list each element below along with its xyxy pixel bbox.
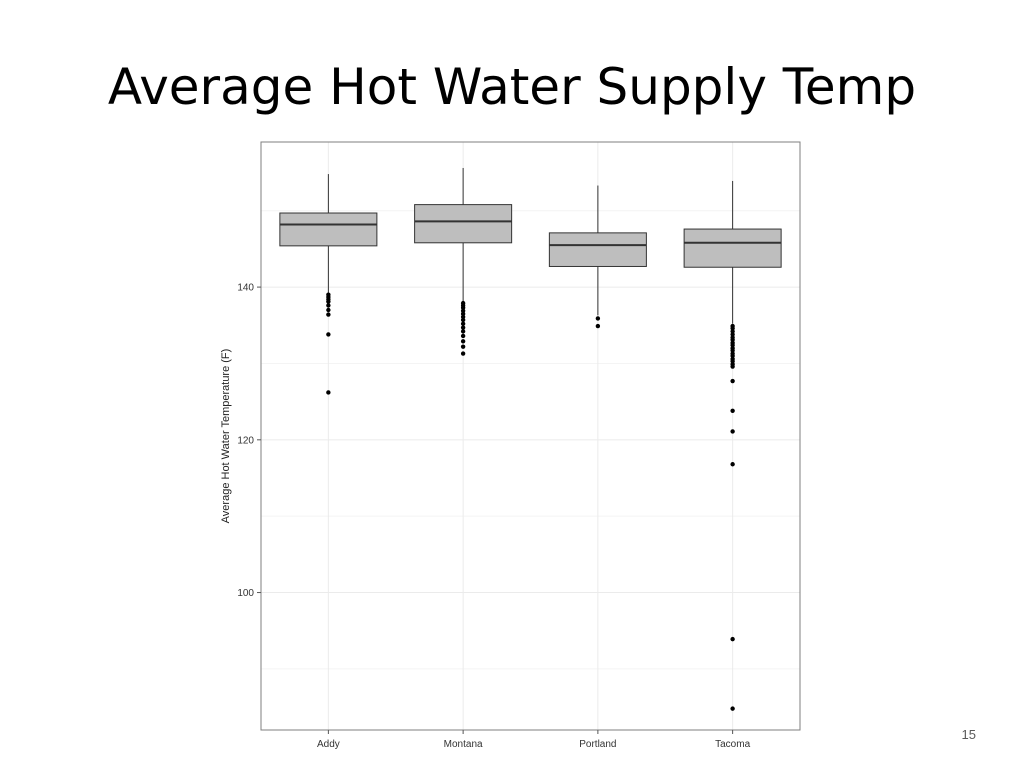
outlier-point (460, 311, 466, 317)
y-axis: 100 120 140 (237, 283, 261, 599)
box-series (279, 167, 782, 711)
outlier-point (460, 305, 466, 310)
x-axis: Addy Montana Portland Tacoma (317, 730, 751, 750)
outlier-point (460, 321, 466, 326)
y-tick-label: 100 (237, 588, 254, 599)
outlier-point (730, 342, 735, 348)
box-iqr (683, 228, 782, 268)
box-iqr (279, 212, 378, 247)
outlier-point (730, 332, 735, 337)
outlier-point (730, 348, 735, 353)
slide-number: 15 (961, 727, 976, 742)
y-tick-label: 140 (237, 283, 254, 294)
outlier-point (460, 339, 466, 344)
outlier-point (326, 390, 331, 395)
x-tick-label: Portland (579, 739, 616, 750)
outlier-point (730, 358, 735, 364)
outlier-point (460, 351, 466, 356)
outlier-point (730, 378, 735, 384)
outlier-point (460, 329, 466, 334)
outlier-point (730, 337, 735, 342)
outlier-point (730, 636, 735, 642)
box-addy (279, 174, 378, 395)
outlier-point (595, 316, 601, 321)
outlier-point (595, 323, 601, 329)
x-tick-label: Tacoma (715, 739, 750, 750)
y-tick-label: 120 (237, 435, 254, 446)
outlier-point (730, 364, 735, 369)
outlier-point (326, 303, 331, 308)
box-iqr (548, 232, 647, 267)
x-tick-label: Addy (317, 739, 340, 750)
y-axis-title: Average Hot Water Temperature (F) (220, 349, 232, 524)
outlier-point (730, 408, 735, 413)
box-tacoma (683, 180, 782, 711)
box-iqr (414, 204, 513, 244)
box-portland (548, 185, 647, 329)
outlier-point (460, 325, 466, 330)
outlier-point (460, 333, 466, 339)
outlier-point (460, 344, 466, 349)
x-tick-label: Montana (444, 739, 483, 750)
outlier-point (326, 307, 331, 313)
outlier-point (730, 329, 735, 334)
outlier-point (326, 332, 331, 337)
outlier-point (326, 312, 331, 317)
outlier-point (730, 706, 735, 711)
box-montana (414, 167, 513, 356)
plot-border (260, 141, 801, 731)
outlier-point (460, 317, 466, 323)
outlier-point (460, 314, 466, 320)
outlier-point (460, 308, 466, 313)
outlier-point (730, 462, 735, 467)
outlier-point (730, 326, 735, 331)
outlier-point (730, 429, 735, 434)
slide-title: Average Hot Water Supply Temp (107, 58, 917, 116)
outlier-point (326, 299, 331, 304)
outlier-point (730, 353, 735, 359)
